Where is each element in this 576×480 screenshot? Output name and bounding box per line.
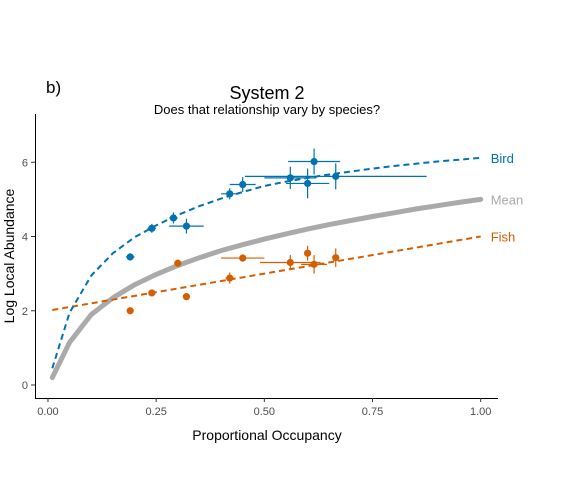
chart-title: System 2 (229, 83, 304, 103)
point-bird (226, 190, 234, 198)
fitted-curves (49, 156, 484, 381)
y-tick-label: 4 (22, 232, 28, 244)
chart-subtitle: Does that relationship vary by species? (154, 102, 380, 117)
point-fish (239, 254, 247, 262)
series-label-fish: Fish (491, 230, 516, 245)
point-fish (126, 307, 134, 315)
x-axis-ticks: 0.00 0.25 0.50 0.75 1.00 (37, 398, 491, 418)
series-label-bird: Bird (491, 151, 514, 166)
x-tick-label: 1.00 (470, 406, 491, 418)
y-axis-ticks: 0 2 4 6 (22, 157, 35, 392)
point-bird (126, 253, 134, 261)
point-bird (169, 214, 178, 222)
point-bird (332, 172, 340, 180)
y-axis-title: Log Local Abundance (1, 188, 17, 323)
point-bird (182, 222, 191, 230)
y-tick-label: 0 (22, 380, 28, 392)
point-fish (286, 258, 294, 267)
y-tick-label: 6 (22, 157, 28, 169)
point-fish (304, 249, 312, 257)
curve-mean (49, 196, 484, 381)
point-fish (310, 260, 318, 268)
point-fish (226, 274, 234, 282)
panel-label: b) (46, 78, 61, 97)
point-fish (174, 259, 182, 267)
point-bird (148, 224, 156, 232)
series-labels: Bird Mean Fish (491, 151, 524, 245)
point-bird (304, 179, 312, 188)
curve-bird (51, 156, 481, 369)
point-bird (239, 180, 247, 189)
x-tick-label: 0.75 (362, 406, 383, 418)
point-bird (310, 157, 318, 166)
point-fish (182, 293, 191, 301)
x-tick-label: 0.50 (254, 406, 275, 418)
axes: 0.00 0.25 0.50 0.75 1.00 0 2 4 6 (22, 114, 498, 418)
x-tick-label: 0.00 (37, 406, 58, 418)
curve-fish (52, 235, 481, 311)
point-fish (148, 289, 156, 297)
point-bird (286, 174, 294, 182)
plot-area (49, 148, 484, 381)
y-tick-label: 2 (22, 306, 28, 318)
point-fish (332, 254, 340, 262)
x-axis-title: Proportional Occupancy (192, 427, 341, 443)
data-points (126, 157, 340, 315)
series-label-mean: Mean (491, 192, 524, 207)
x-tick-label: 0.25 (145, 406, 166, 418)
